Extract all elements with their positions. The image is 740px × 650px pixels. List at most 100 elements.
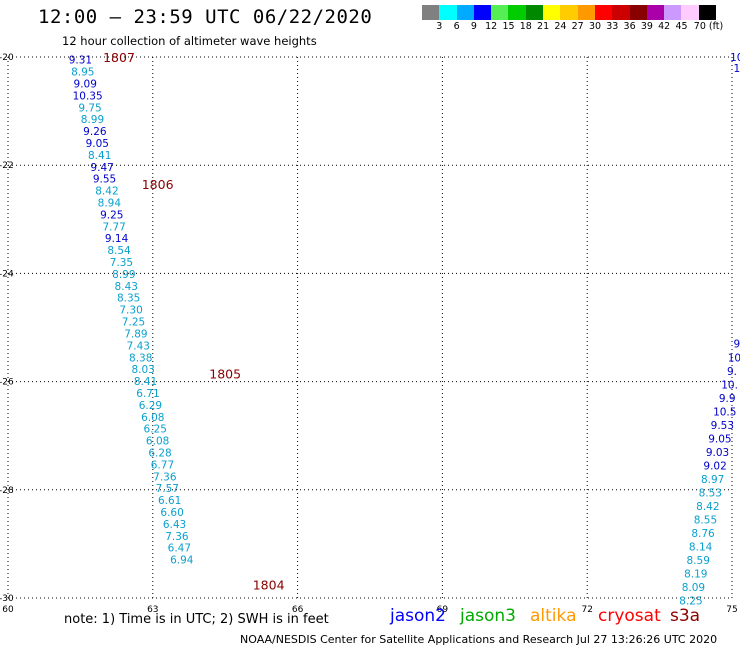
wave-height-value: 9.26 xyxy=(83,126,107,138)
x-tick-label: 75 xyxy=(726,605,737,615)
wave-height-value: 6.61 xyxy=(158,495,181,507)
legend-item-s3a: s3a xyxy=(670,606,701,626)
wave-height-value: 9.02 xyxy=(703,460,726,472)
wave-height-value: 8.42 xyxy=(95,186,118,198)
wave-height-value: 8.03 xyxy=(131,364,154,376)
colorbar-swatch xyxy=(439,5,457,20)
wave-height-value: 8.99 xyxy=(81,114,104,126)
wave-height-value: 8.76 xyxy=(691,528,715,540)
colorbar-label: 6 xyxy=(453,21,460,32)
wave-height-value: 8.25 xyxy=(679,596,702,608)
colorbar-swatch xyxy=(664,5,682,20)
colorbar-label: 39 xyxy=(640,21,653,32)
x-tick-label: 72 xyxy=(581,605,592,615)
colorbar-swatch xyxy=(543,5,561,20)
wave-height-value: 6.08 xyxy=(146,436,169,448)
wave-height-value: 8.09 xyxy=(682,582,705,594)
colorbar-label: 42 xyxy=(658,21,671,32)
y-tick-label: -30 xyxy=(0,594,14,604)
y-tick-label: -20 xyxy=(0,53,14,63)
wave-height-value: 10. xyxy=(721,379,738,391)
colorbar-swatch xyxy=(491,5,509,20)
pass-time-label: 1805 xyxy=(209,366,241,381)
wave-height-value: 10.35 xyxy=(73,90,103,102)
wave-height-value: 9.25 xyxy=(100,209,123,221)
colorbar xyxy=(422,5,717,20)
y-tick-label: -26 xyxy=(0,378,14,388)
wave-height-value: 9.09 xyxy=(74,79,97,91)
colorbar-label: 18 xyxy=(519,21,532,32)
wave-height-value: 6.71 xyxy=(136,388,159,400)
wave-height-value: 6.28 xyxy=(148,447,171,459)
wave-height-value: 9.14 xyxy=(105,233,129,245)
colorbar-swatch xyxy=(456,5,474,20)
colorbar-swatch xyxy=(577,5,595,20)
wave-height-value: 8.55 xyxy=(694,515,717,527)
wave-height-value: 9.47 xyxy=(90,162,113,174)
wave-height-value: 8.54 xyxy=(107,245,131,257)
colorbar-swatch xyxy=(473,5,492,20)
wave-height-value: 9.03 xyxy=(706,447,729,459)
wave-height-value: 8.42 xyxy=(696,501,719,513)
pass-time-label: 1807 xyxy=(103,50,135,65)
wave-height-value: 8.38 xyxy=(129,352,152,364)
x-tick-label: 63 xyxy=(147,605,158,615)
wave-height-value: 7.89 xyxy=(124,328,147,340)
wave-height-value: 8.14 xyxy=(689,542,713,554)
wave-height-value: 7.36 xyxy=(165,531,189,543)
legend-item-altika: altika xyxy=(530,606,577,626)
legend-item-cryosat: cryosat xyxy=(598,606,661,626)
wave-height-value: 7.43 xyxy=(127,340,150,352)
wave-height-value: 7.35 xyxy=(110,257,133,269)
colorbar-swatch xyxy=(525,5,544,20)
x-tick-label: 66 xyxy=(292,605,304,615)
colorbar-label: 27 xyxy=(571,21,584,32)
pass-time-label: 1804 xyxy=(253,577,285,592)
wave-height-value: 6.77 xyxy=(151,459,174,471)
wave-height-value: 7.36 xyxy=(153,471,177,483)
y-tick-label: -22 xyxy=(0,161,14,171)
colorbar-label: 15 xyxy=(502,21,515,32)
wave-height-value: 9.75 xyxy=(78,102,101,114)
wave-height-value: 9 xyxy=(733,339,740,351)
x-tick-label: 60 xyxy=(2,605,14,615)
colorbar-label: 45 xyxy=(675,21,688,32)
wave-height-value: 10 xyxy=(728,352,740,364)
wave-height-value: 8.59 xyxy=(687,555,710,567)
wave-height-value: 9.05 xyxy=(708,433,731,445)
wave-height-value: 6.25 xyxy=(144,424,167,436)
wave-height-value: 6.94 xyxy=(170,555,194,567)
wave-height-value: 6.29 xyxy=(139,400,162,412)
wave-height-value: 9. xyxy=(727,366,737,378)
wave-height-value: 1 xyxy=(733,63,740,75)
colorbar-swatch xyxy=(629,5,647,20)
colorbar-swatch xyxy=(698,5,717,20)
colorbar-label: 70 (ft) xyxy=(693,21,724,32)
wave-height-value: 8.99 xyxy=(112,269,135,281)
colorbar-swatch xyxy=(612,5,630,20)
colorbar-swatch xyxy=(508,5,526,20)
colorbar-label: 33 xyxy=(606,21,619,32)
wave-height-value: 9.31 xyxy=(69,55,92,67)
wave-height-value: 6.08 xyxy=(141,412,164,424)
wave-height-value: 9.55 xyxy=(93,174,116,186)
legend-item-jason2: jason2 xyxy=(390,606,446,626)
wave-height-value: 9.05 xyxy=(86,138,109,150)
colorbar-label: 30 xyxy=(588,21,602,32)
wave-height-value: 8.41 xyxy=(88,150,111,162)
wave-height-value: 9.53 xyxy=(711,420,734,432)
x-tick-label: 69 xyxy=(437,605,449,615)
wave-height-value: 8.19 xyxy=(684,569,707,581)
wave-height-value: 8.94 xyxy=(98,198,122,210)
wave-height-value: 8.95 xyxy=(71,67,94,79)
wave-height-value: 7.57 xyxy=(156,483,179,495)
colorbar-label: 21 xyxy=(537,21,550,32)
wave-height-value: 8.97 xyxy=(701,474,724,486)
colorbar-label: 24 xyxy=(554,21,567,32)
colorbar-label: 12 xyxy=(485,21,498,32)
wave-height-value: 8.35 xyxy=(117,293,140,305)
footnote: note: 1) Time is in UTC; 2) SWH is in fe… xyxy=(64,612,329,627)
colorbar-label: 9 xyxy=(470,21,477,32)
